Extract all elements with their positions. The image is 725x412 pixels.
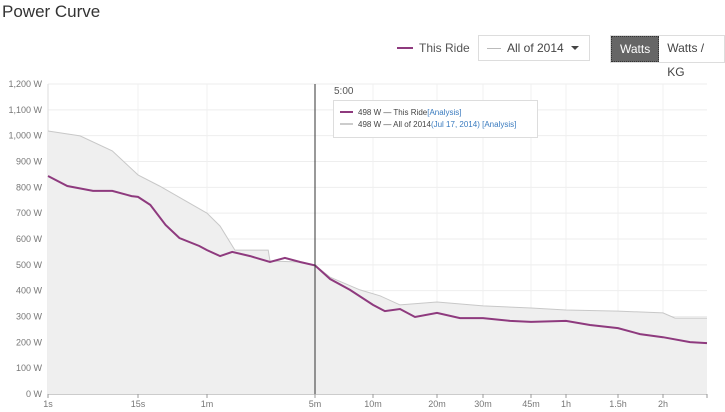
x-tick-label: 1.5h: [609, 399, 627, 409]
chart-tooltip: 498 W — This Ride [Analysis] 498 W — All…: [333, 100, 538, 138]
x-tick-label: 30m: [474, 399, 492, 409]
tooltip-compare-swatch: [340, 123, 353, 125]
units-watts-button[interactable]: Watts: [611, 36, 660, 62]
units-toggle: Watts Watts / KG: [610, 35, 725, 79]
compare-area: [48, 131, 707, 394]
tooltip-compare-value: 498 W — All of 2014: [358, 119, 431, 129]
page-title: Power Curve: [2, 2, 101, 21]
y-tick-label: 100 W: [16, 363, 43, 373]
compare-select[interactable]: All of 2014: [478, 35, 590, 61]
compare-swatch: [487, 47, 501, 49]
y-tick-label: 900 W: [16, 157, 43, 167]
tooltip-ride-value: 498 W — This Ride: [358, 107, 428, 117]
y-tick-label: 800 W: [16, 182, 43, 192]
x-tick-label: 45m: [522, 399, 540, 409]
tooltip-compare-date-link[interactable]: (Jul 17, 2014): [430, 119, 480, 129]
tooltip-ride-swatch: [340, 111, 353, 113]
x-tick-label: 1h: [561, 399, 571, 409]
x-tick-label: 15s: [131, 399, 146, 409]
units-watts-kg-button[interactable]: Watts / KG: [667, 41, 705, 79]
y-tick-label: 400 W: [16, 286, 43, 296]
caret-down-icon: [571, 46, 579, 50]
y-tick-label: 500 W: [16, 260, 43, 270]
x-tick-label: 1s: [43, 399, 53, 409]
x-tick-label: 10m: [364, 399, 382, 409]
cursor-label: 5:00: [334, 86, 354, 97]
y-tick-label: 0 W: [26, 389, 43, 399]
y-tick-label: 1,000 W: [8, 131, 42, 141]
legend-swatch: [397, 47, 413, 49]
x-tick-label: 1m: [201, 399, 214, 409]
x-tick-label: 5m: [309, 399, 322, 409]
tooltip-ride-analysis-link[interactable]: [Analysis]: [427, 107, 462, 117]
this-ride-line: [47, 175, 708, 345]
compare-select-value: All of 2014: [507, 41, 564, 55]
x-tick-label: 2h: [658, 399, 668, 409]
y-tick-label: 300 W: [16, 312, 43, 322]
tooltip-compare-analysis-link[interactable]: [Analysis]: [482, 119, 517, 129]
y-tick-label: 1,200 W: [8, 79, 42, 89]
legend-this-ride: This Ride: [397, 41, 470, 55]
y-tick-label: 1,100 W: [8, 105, 42, 115]
y-tick-label: 600 W: [16, 234, 43, 244]
legend-label: This Ride: [419, 41, 470, 55]
x-tick-label: 20m: [428, 399, 446, 409]
y-tick-label: 700 W: [16, 208, 43, 218]
y-tick-label: 200 W: [16, 337, 43, 347]
